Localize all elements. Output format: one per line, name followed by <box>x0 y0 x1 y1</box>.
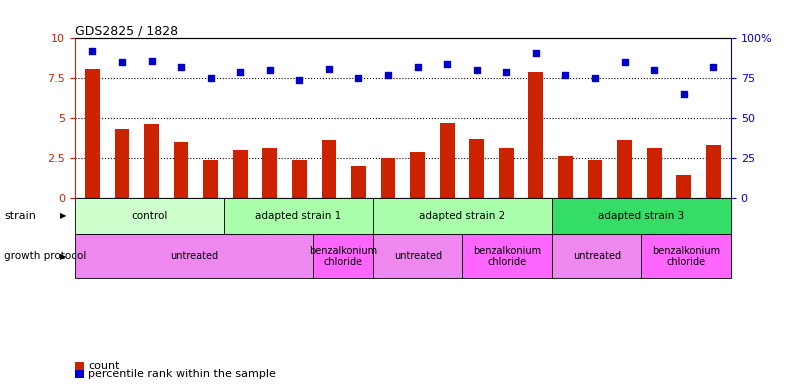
Bar <box>233 150 248 198</box>
Bar <box>263 148 277 198</box>
Text: control: control <box>131 211 167 221</box>
Bar <box>85 69 100 198</box>
Point <box>619 59 631 65</box>
Bar <box>552 198 731 234</box>
Bar <box>351 166 365 198</box>
Bar <box>292 159 307 198</box>
Text: percentile rank within the sample: percentile rank within the sample <box>88 369 276 379</box>
Text: benzalkonium
chloride: benzalkonium chloride <box>652 245 720 267</box>
Text: adapted strain 2: adapted strain 2 <box>420 211 505 221</box>
Point <box>352 75 365 81</box>
Bar <box>440 123 454 198</box>
Point <box>559 72 571 78</box>
Text: ▶: ▶ <box>61 212 67 220</box>
Bar <box>641 234 731 278</box>
Bar <box>410 152 425 198</box>
Point <box>263 67 276 73</box>
Point <box>145 58 158 64</box>
Point <box>589 75 601 81</box>
Text: ▶: ▶ <box>61 252 67 261</box>
Bar <box>676 175 691 198</box>
Bar <box>321 141 336 198</box>
Point <box>411 64 424 70</box>
Bar <box>144 124 159 198</box>
Text: untreated: untreated <box>394 251 442 262</box>
Point <box>174 64 187 70</box>
Text: adapted strain 3: adapted strain 3 <box>598 211 685 221</box>
Point <box>204 75 217 81</box>
Text: GDS2825 / 1828: GDS2825 / 1828 <box>75 24 178 37</box>
Point <box>678 91 690 97</box>
Text: adapted strain 1: adapted strain 1 <box>255 211 342 221</box>
Bar <box>552 234 641 278</box>
Bar <box>75 234 314 278</box>
Bar <box>373 198 552 234</box>
Point <box>116 59 128 65</box>
Text: untreated: untreated <box>573 251 621 262</box>
Bar <box>373 234 462 278</box>
Point <box>648 67 660 73</box>
Bar <box>706 145 721 198</box>
Point <box>707 64 719 70</box>
Bar <box>499 148 514 198</box>
Bar <box>115 129 130 198</box>
Bar <box>174 142 189 198</box>
Bar <box>224 198 373 234</box>
Point <box>441 61 454 67</box>
Bar <box>647 148 662 198</box>
Bar <box>528 72 543 198</box>
Bar <box>558 156 573 198</box>
Text: count: count <box>88 361 119 371</box>
Bar <box>380 158 395 198</box>
Point <box>86 48 99 54</box>
Point <box>471 67 483 73</box>
Bar <box>314 234 373 278</box>
Bar <box>617 141 632 198</box>
Point <box>382 72 395 78</box>
Bar <box>462 234 552 278</box>
Point <box>500 69 512 75</box>
Point <box>234 69 247 75</box>
Point <box>293 77 306 83</box>
Bar <box>469 139 484 198</box>
Point <box>322 66 335 72</box>
Text: strain: strain <box>4 211 36 221</box>
Bar <box>204 159 218 198</box>
Text: untreated: untreated <box>170 251 218 262</box>
Text: benzalkonium
chloride: benzalkonium chloride <box>473 245 542 267</box>
Point <box>530 50 542 56</box>
Bar <box>75 198 224 234</box>
Text: benzalkonium
chloride: benzalkonium chloride <box>309 245 377 267</box>
Bar <box>588 159 602 198</box>
Text: growth protocol: growth protocol <box>4 251 86 262</box>
